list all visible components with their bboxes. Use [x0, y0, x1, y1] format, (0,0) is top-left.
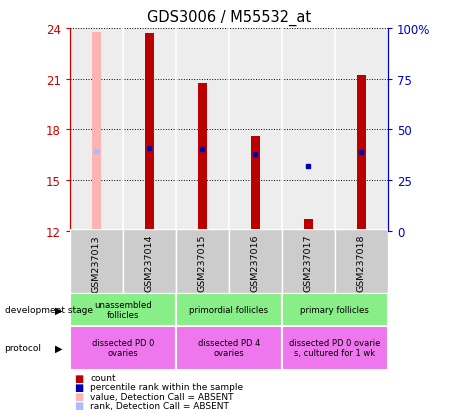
Bar	[229, 229, 282, 293]
Text: ■: ■	[74, 373, 84, 383]
Text: count: count	[90, 373, 116, 382]
Text: ■: ■	[74, 391, 84, 401]
Bar	[70, 229, 123, 293]
Text: ■: ■	[74, 400, 84, 410]
Bar	[123, 29, 176, 231]
Bar	[145, 34, 154, 231]
Bar	[229, 29, 282, 231]
Text: percentile rank within the sample: percentile rank within the sample	[90, 382, 244, 392]
Bar	[357, 76, 366, 231]
Text: primordial follicles: primordial follicles	[189, 305, 268, 314]
Text: dissected PD 4
ovaries: dissected PD 4 ovaries	[198, 338, 260, 358]
Bar	[123, 229, 176, 293]
Text: GSM237018: GSM237018	[357, 234, 366, 292]
Bar	[70, 326, 176, 370]
Text: dissected PD 0 ovarie
s, cultured for 1 wk: dissected PD 0 ovarie s, cultured for 1 …	[289, 338, 381, 358]
Bar	[282, 29, 335, 231]
Text: protocol: protocol	[5, 344, 41, 352]
Title: GDS3006 / M55532_at: GDS3006 / M55532_at	[147, 10, 311, 26]
Text: ■: ■	[74, 382, 84, 392]
Bar	[251, 137, 260, 231]
Bar	[304, 219, 313, 231]
Text: primary follicles: primary follicles	[300, 305, 369, 314]
Bar	[176, 326, 282, 370]
Text: GSM237016: GSM237016	[251, 234, 260, 292]
Text: ▶: ▶	[55, 343, 62, 353]
Bar	[176, 229, 229, 293]
Text: dissected PD 0
ovaries: dissected PD 0 ovaries	[92, 338, 154, 358]
Text: unassembled
follicles: unassembled follicles	[94, 300, 152, 319]
Text: rank, Detection Call = ABSENT: rank, Detection Call = ABSENT	[90, 401, 229, 410]
Text: GSM237015: GSM237015	[198, 234, 207, 292]
Bar	[176, 29, 229, 231]
Text: GSM237017: GSM237017	[304, 234, 313, 292]
Bar	[282, 293, 388, 326]
Text: development stage: development stage	[5, 305, 92, 314]
Text: ▶: ▶	[55, 305, 62, 315]
Bar	[70, 293, 176, 326]
Text: GSM237013: GSM237013	[92, 234, 101, 292]
Text: value, Detection Call = ABSENT: value, Detection Call = ABSENT	[90, 392, 234, 401]
Text: GSM237014: GSM237014	[145, 234, 154, 292]
Bar	[335, 229, 388, 293]
Bar	[92, 33, 101, 231]
Bar	[70, 29, 123, 231]
Bar	[198, 84, 207, 231]
Bar	[282, 326, 388, 370]
Bar	[335, 29, 388, 231]
Bar	[282, 229, 335, 293]
Bar	[176, 293, 282, 326]
